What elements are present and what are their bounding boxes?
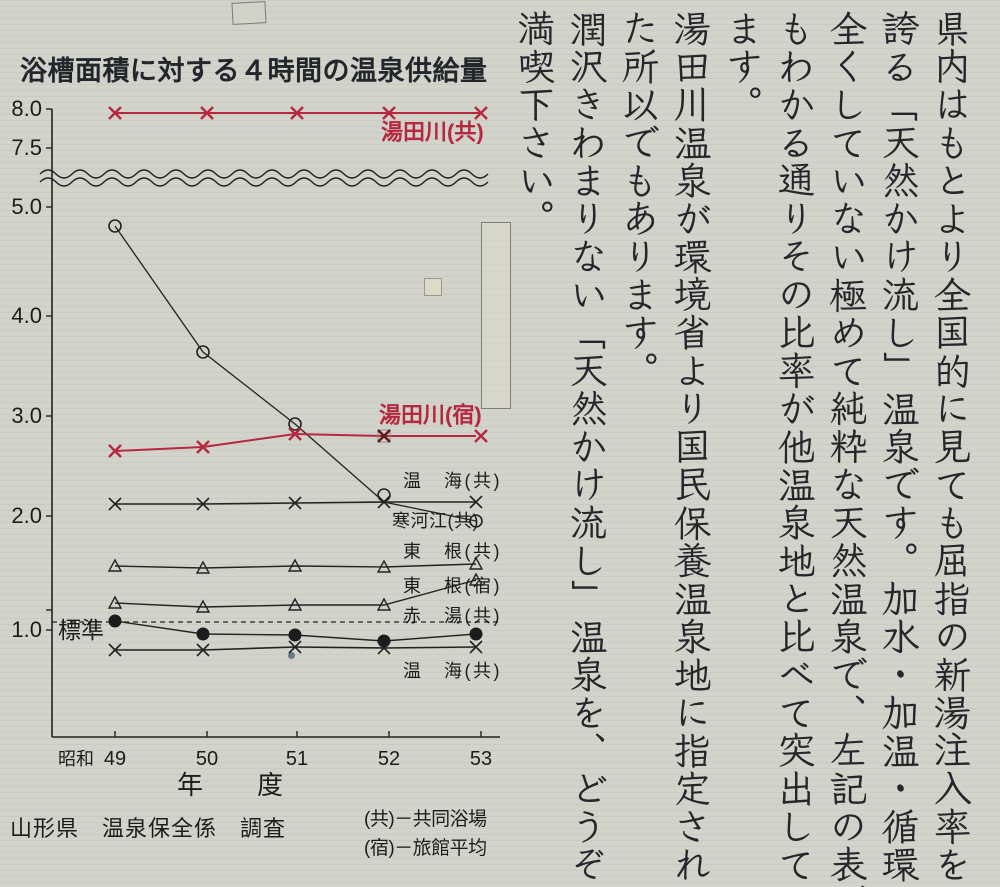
svg-text:赤 湯(共): 赤 湯(共) [403,606,502,626]
svg-text:7.5: 7.5 [11,135,42,160]
svg-text:8.0: 8.0 [11,96,42,121]
svg-text:温 海(共): 温 海(共) [403,471,502,491]
svg-text:昭和: 昭和 [58,749,94,769]
svg-text:(宿)－旅館平均: (宿)－旅館平均 [364,837,487,859]
svg-text:4.0: 4.0 [11,303,42,328]
svg-text:49: 49 [104,748,126,770]
svg-text:52: 52 [378,748,400,770]
svg-text:5.0: 5.0 [11,194,42,219]
svg-text:(共)－共同浴場: (共)－共同浴場 [364,808,487,830]
svg-text:2.0: 2.0 [11,503,42,528]
svg-text:東 根(宿): 東 根(宿) [403,576,502,596]
svg-text:寒河江(共): 寒河江(共) [392,511,479,531]
svg-text:51: 51 [286,748,308,770]
svg-text:年: 年 [177,770,203,800]
svg-text:度: 度 [257,770,283,800]
svg-text:50: 50 [196,748,218,770]
svg-text:湯田川(共): 湯田川(共) [381,120,484,145]
svg-text:湯田川(宿): 湯田川(宿) [379,403,482,428]
svg-text:1.0: 1.0 [11,617,42,642]
svg-text:東 根(共): 東 根(共) [403,541,502,561]
svg-text:3.0: 3.0 [11,403,42,428]
svg-text:温 海(共): 温 海(共) [403,661,502,681]
svg-text:53: 53 [470,748,492,770]
svg-text:標準: 標準 [58,617,104,643]
svg-text:山形県 温泉保全係 調査: 山形県 温泉保全係 調査 [10,816,286,841]
